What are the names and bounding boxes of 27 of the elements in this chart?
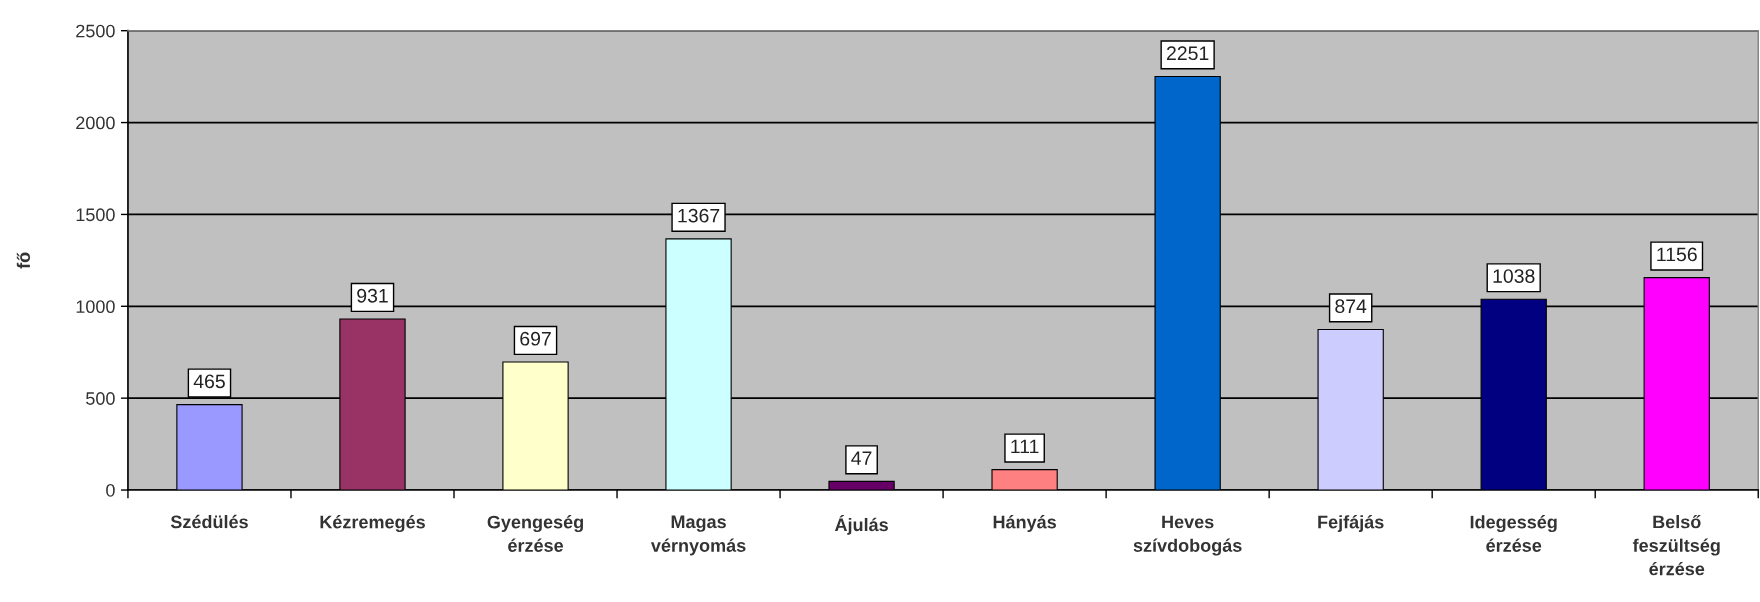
- data-label: 1156: [1657, 247, 1697, 262]
- data-label: 697: [520, 331, 551, 346]
- x-tick-label: Ájulás: [834, 515, 888, 535]
- y-tick-label: 1500: [76, 208, 115, 222]
- data-label: 1367: [678, 208, 720, 223]
- x-tick-label: Magas vérnyomás: [650, 515, 746, 556]
- x-tick-label: Heves szívdobogás: [1133, 515, 1242, 556]
- data-label: 931: [357, 288, 388, 303]
- x-tick-label: Kézremegés: [320, 515, 425, 533]
- data-label: 111: [1011, 439, 1039, 454]
- data-label: 874: [1335, 299, 1367, 314]
- x-tick-label: Idegesség érzése: [1470, 515, 1557, 552]
- y-tick-label: 2500: [76, 24, 115, 38]
- data-label: 2251: [1166, 46, 1209, 61]
- data-label: 1038: [1493, 269, 1535, 283]
- y-tick-label: 0: [106, 483, 115, 497]
- y-axis-title: fő: [16, 252, 31, 269]
- x-tick-label: Belső feszültség érzése: [1632, 515, 1720, 576]
- x-tick-label: Fejfájás: [1318, 515, 1384, 533]
- x-tick-label: Hányás: [993, 515, 1056, 533]
- x-tick-label: Gyengeség érzése: [487, 515, 583, 552]
- y-tick-label: 500: [86, 392, 115, 405]
- y-tick-label: 1000: [76, 300, 115, 314]
- data-label: 465: [193, 374, 225, 389]
- data-label: 47: [851, 451, 872, 465]
- x-tick-label: Szédülés: [170, 514, 248, 529]
- y-tick-label: 2000: [76, 116, 115, 130]
